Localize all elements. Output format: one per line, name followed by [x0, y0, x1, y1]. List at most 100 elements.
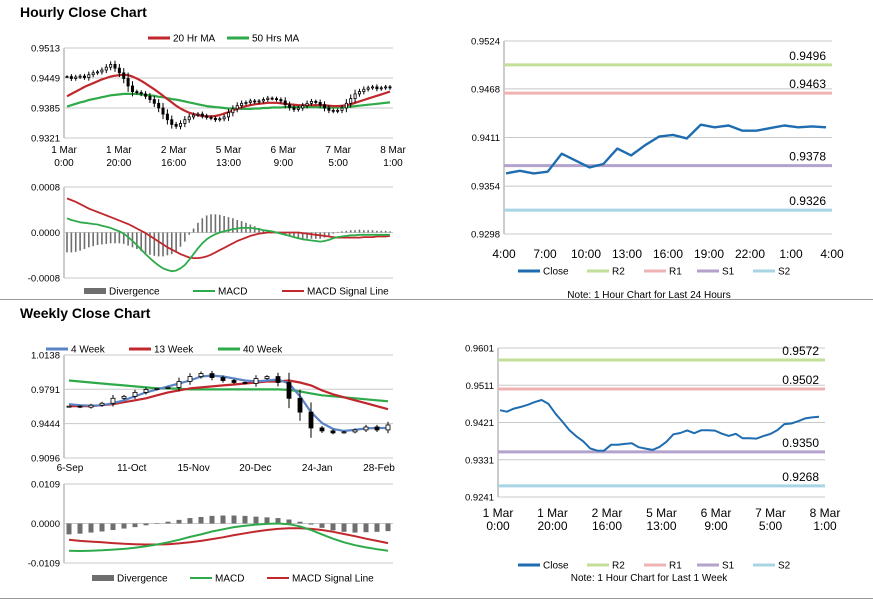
weekly-candle-body: [341, 431, 347, 434]
hourly-price-x-tick-label: 6 Mar: [271, 145, 297, 156]
hourly-divergence-bar: [332, 232, 335, 234]
hourly-macd-line: [66, 217, 390, 273]
hourly-candle-body: [371, 86, 375, 89]
hourly-divergence-bar: [389, 231, 391, 233]
weekly-candle-body: [275, 376, 281, 383]
weekly-candle-body: [121, 395, 127, 399]
hourly-candle-body: [174, 124, 178, 127]
hourly-section-title: Hourly Close Chart: [20, 4, 147, 20]
hourly-macd-y-tick-label: 0.0000: [31, 228, 60, 239]
weekly-price-y-tick-label: 0.9096: [31, 454, 60, 465]
hourly-macd-legend-label: Divergence: [109, 287, 160, 298]
weekly-macd-legend-label: MACD Signal Line: [292, 574, 374, 585]
hourly-price-legend-label: 20 Hr MA: [173, 34, 216, 45]
weekly-close-y-tick-label: 0.9511: [466, 381, 494, 392]
weekly-close-legend-label: R1: [669, 561, 682, 572]
weekly-divergence-bar: [77, 523, 83, 534]
hourly-candle-body: [327, 107, 331, 111]
weekly-divergence-bar: [187, 518, 193, 524]
weekly-close-x-tick-label: 2 Mar: [592, 506, 623, 520]
hourly-candle-body: [148, 95, 152, 100]
weekly-candle-body: [297, 397, 303, 413]
hourly-divergence-bar: [118, 232, 121, 244]
weekly-candle-body: [66, 405, 72, 408]
hourly-divergence-bar: [70, 232, 73, 253]
weekly-candle-body: [154, 388, 160, 390]
weekly-divergence-bar: [253, 516, 259, 524]
weekly-divergence-bar: [198, 516, 204, 524]
hourly-candle-body: [130, 85, 134, 92]
weekly-close-x-tick-label: 16:00: [592, 519, 622, 533]
hourly-candle-body: [349, 98, 353, 104]
weekly-macd-legend-label: MACD: [215, 574, 244, 585]
hourly-price-x-tick-label: 7 Mar: [325, 145, 351, 156]
weekly-ma4-line: [68, 374, 388, 432]
hourly-divergence-bar: [153, 232, 156, 256]
hourly-divergence-bar: [127, 232, 129, 246]
weekly-divergence-bar: [363, 523, 369, 533]
hourly-close-level-label: 0.9496: [789, 49, 826, 63]
weekly-divergence-bar: [297, 521, 303, 524]
weekly-divergence-bar: [220, 515, 226, 524]
weekly-price-y-tick-label: 1.0138: [31, 351, 60, 362]
weekly-divergence-bar: [176, 519, 182, 524]
weekly-price-x-tick-label: 28-Feb: [363, 463, 395, 474]
weekly-close-x-tick-label: 1 Mar: [483, 506, 514, 520]
hourly-price-y-tick-label: 0.9513: [31, 44, 60, 55]
weekly-close-x-tick-label: 1 Mar: [537, 506, 568, 520]
weekly-close-x-tick-label: 9:00: [704, 519, 728, 533]
hourly-candle-body: [74, 76, 78, 79]
hourly-candle-body: [266, 97, 270, 100]
hourly-close-x-tick-label: 13:00: [612, 247, 642, 261]
hourly-candle-body: [117, 67, 121, 74]
hourly-candle-body: [104, 66, 108, 71]
weekly-divergence-bar: [242, 515, 248, 524]
weekly-close-level-label: 0.9268: [782, 470, 819, 484]
hourly-divergence-bar: [188, 232, 191, 235]
hourly-divergence-bar: [184, 232, 186, 242]
hourly-divergence-bar: [109, 232, 112, 244]
hourly-divergence-bar: [83, 232, 86, 249]
weekly-candle-body: [330, 430, 336, 434]
weekly-price-legend-label: 13 Week: [154, 345, 194, 356]
hourly-divergence-bar: [336, 231, 339, 233]
weekly-divergence-bar: [154, 523, 160, 524]
hourly-price-x-tick-label: 1:00: [383, 158, 403, 169]
hourly-candle-body: [183, 119, 187, 124]
hourly-candle-body: [65, 76, 69, 78]
hourly-price-x-tick-label: 13:00: [216, 158, 241, 169]
hourly-divergence-bar: [201, 218, 204, 233]
hourly-close-legend-label: R2: [612, 267, 625, 278]
hourly-candle-body: [292, 107, 296, 110]
hourly-candle-body: [91, 72, 95, 76]
hourly-close-x-tick-label: 16:00: [653, 247, 683, 261]
hourly-candle-body: [100, 69, 104, 73]
hourly-candle-body: [253, 100, 257, 103]
hourly-divergence-bar: [240, 221, 243, 233]
hourly-candle-body: [231, 108, 235, 114]
hourly-divergence-bar: [205, 215, 208, 233]
hourly-close-level-label: 0.9463: [789, 77, 826, 91]
weekly-divergence-bar: [110, 523, 116, 531]
weekly-candle-body: [242, 382, 248, 384]
weekly-macd-y-tick-label: -0.0109: [28, 559, 60, 570]
weekly-close-x-tick-label: 8 Mar: [810, 506, 841, 520]
hourly-candle-body: [165, 113, 169, 121]
hourly-candle-body: [218, 118, 222, 121]
weekly-candle-body: [99, 402, 105, 406]
hourly-candle-body: [192, 114, 196, 118]
hourly-candle-body: [270, 97, 274, 100]
hourly-divergence-bar: [192, 228, 195, 233]
hourly-divergence-bar: [197, 222, 199, 233]
weekly-candle-body: [143, 388, 149, 393]
hourly-divergence-bar: [74, 232, 77, 252]
hourly-divergence-bar: [223, 216, 225, 233]
hourly-candle-body: [69, 76, 73, 79]
hourly-candle-body: [109, 64, 113, 68]
weekly-close-x-tick-label: 7 Mar: [755, 506, 786, 520]
weekly-divergence-bar: [352, 523, 358, 533]
hourly-divergence-bar: [306, 232, 308, 239]
hourly-close-legend-label: S1: [722, 267, 735, 278]
weekly-divergence-bar: [132, 523, 138, 528]
